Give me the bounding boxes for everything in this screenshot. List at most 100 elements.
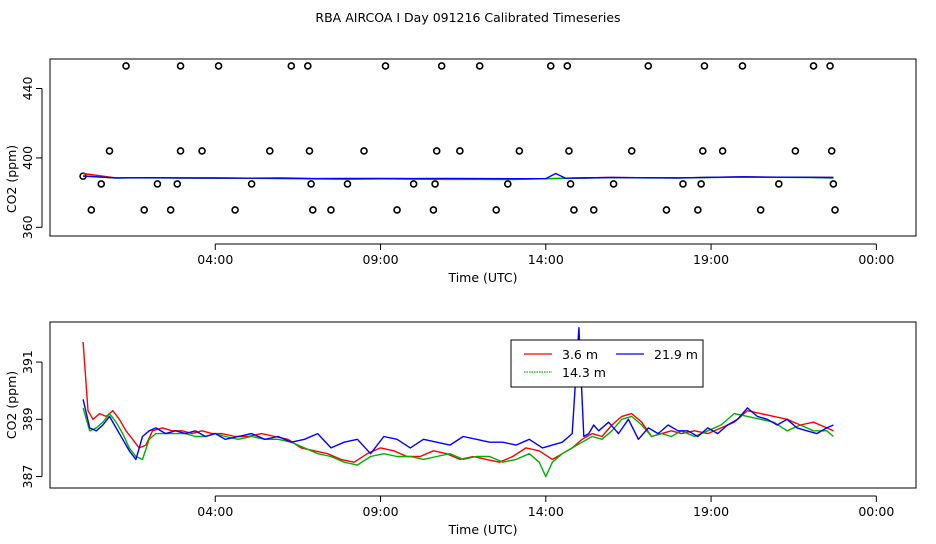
calibration-points-top [79,62,839,214]
calibration-point [697,180,705,188]
calibration-point [327,206,335,214]
x-axis-label-top: Time (UTC) [447,270,517,285]
calibration-point [609,180,618,188]
calibration-point [566,180,575,188]
calibration-point [546,62,555,70]
calibration-point [153,180,162,188]
panel-top: 04:00 09:00 14:00 19:00 00:00 360 400 440 Time … [4,58,917,285]
x-axis-label-bottom: Time (UTC) [447,522,517,537]
calibration-point [140,206,149,214]
calibration-point [492,206,501,214]
calibration-point [503,180,512,188]
x-tick-label-top: 19:00 [693,252,729,267]
y-tick-label-top: 440 [20,77,35,101]
calibration-point [563,62,572,70]
calibration-point [826,62,834,70]
calibration-point [343,180,352,188]
calibration-point [756,206,765,214]
x-tick-label-top: 04:00 [197,252,233,267]
x-tick-label-top: 14:00 [528,252,564,267]
calibration-point [679,180,687,188]
panel-bottom: 04:00 09:00 14:00 19:00 00:00 387 389 391 Time … [4,321,917,537]
series-line-3-6-m [82,341,834,463]
calibration-point [627,147,636,155]
calibration-point [393,206,401,214]
calibration-point [308,206,317,214]
calibration-point [694,206,702,214]
y-tick-label-bottom: 387 [20,465,35,489]
calibration-point [699,147,707,155]
y-axis-label-bottom: CO2 (ppm) [4,371,19,439]
plot-frame-bottom [49,321,917,489]
calibration-point [431,180,439,188]
calibration-point [831,206,839,214]
y-tick-label-bottom: 391 [20,350,35,374]
calibration-point [176,62,185,70]
plot-frame-top [49,58,917,237]
x-tick-label-bottom: 19:00 [693,504,729,519]
calibration-point [570,206,578,214]
series-bottom [82,327,834,478]
calibration-point [738,62,747,70]
calibration-point [565,147,573,155]
calibration-point [644,62,653,70]
calibration-point [198,147,206,155]
calibration-point [515,147,524,155]
calibration-point [87,206,96,214]
series-line-21-9-m [82,327,834,461]
x-tick-label-bottom: 04:00 [197,504,233,519]
calibration-point [827,147,836,155]
calibration-point [214,62,223,70]
legend-label-14-3m: 14.3 m [562,365,606,380]
calibration-point [662,206,671,214]
axes-top: 04:00 09:00 14:00 19:00 00:00 360 400 440 [20,77,894,267]
calibration-point [304,62,312,70]
calibration-point [176,147,185,155]
calibration-point [166,206,175,214]
calibration-point [700,62,709,70]
calibration-point [432,147,441,155]
calibration-point [589,206,598,214]
calibration-point [456,147,464,155]
axes-bottom: 04:00 09:00 14:00 19:00 00:00 387 389 391 [20,350,894,519]
calibration-point [231,206,239,214]
calibration-point [775,180,783,188]
y-tick-label-top: 360 [20,215,35,239]
x-tick-label-bottom: 00:00 [858,504,894,519]
calibration-point [429,206,438,214]
x-tick-label-bottom: 09:00 [363,504,399,519]
calibration-point [381,62,390,70]
calibration-point [305,147,314,155]
calibration-point [718,147,727,155]
calibration-point [409,180,418,188]
calibration-point [829,180,838,188]
calibration-point [307,180,315,188]
series-line-21-9-m [83,172,834,180]
legend-box [510,339,704,388]
x-tick-label-bottom: 14:00 [528,504,564,519]
legend-label-21-9m: 21.9 m [654,347,698,362]
calibration-point [791,147,800,155]
x-tick-label-top: 09:00 [363,252,399,267]
calibration-point [247,180,256,188]
calibration-point [266,147,274,155]
calibration-point [360,147,368,155]
legend-label-3-6m: 3.6 m [562,347,598,362]
calibration-point [97,180,106,188]
calibration-point [105,147,114,155]
calibration-point [809,62,818,70]
y-tick-label-bottom: 389 [20,407,35,431]
legend: 3.6 m 21.9 m 14.3 m [510,339,704,388]
series-line-14-3-m [82,407,834,478]
calibration-point [475,62,484,70]
chart-title: RBA AIRCOA I Day 091216 Calibrated Times… [315,10,620,25]
y-tick-label-top: 400 [20,146,35,170]
series-top [83,172,834,181]
calibration-point [173,180,182,188]
calibration-point [122,62,130,70]
x-tick-label-top: 00:00 [858,252,894,267]
calibration-point [287,62,296,70]
calibration-point [437,62,446,70]
y-axis-label-top: CO2 (ppm) [4,145,19,213]
